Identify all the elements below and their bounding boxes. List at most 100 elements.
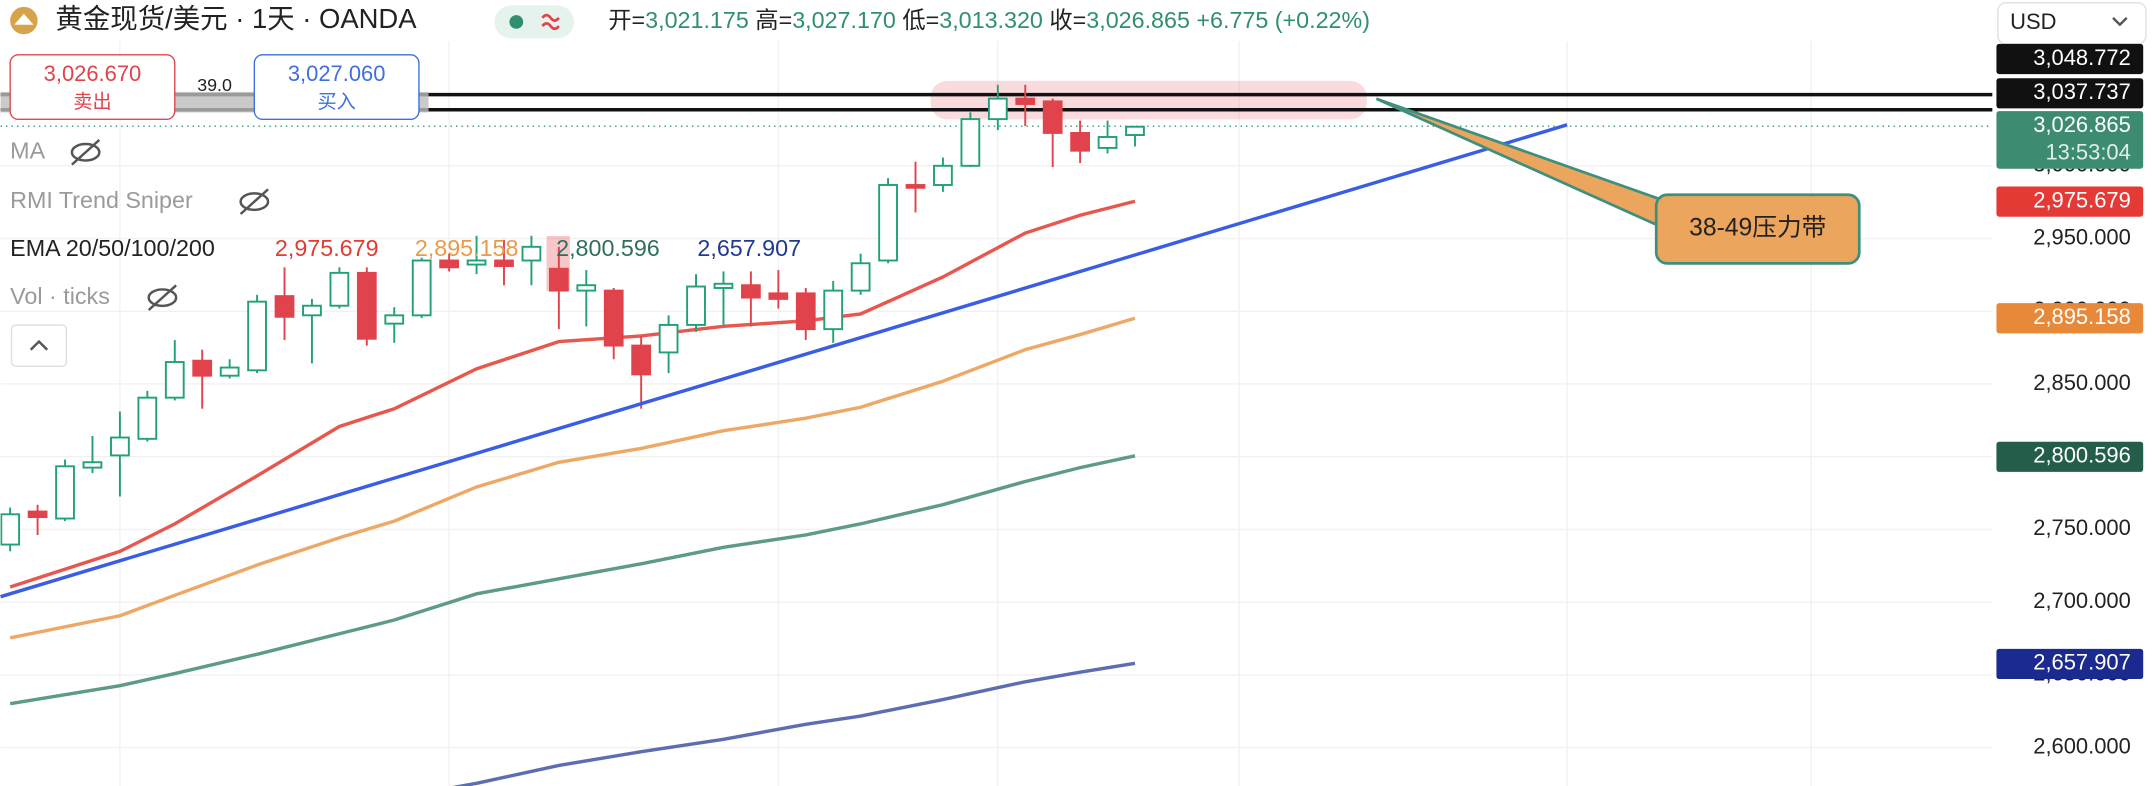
y-tick-label: 2,850.000 <box>2033 370 2131 395</box>
candle-body <box>384 314 405 325</box>
status-icon <box>541 13 560 31</box>
buy-price: 3,027.060 <box>288 61 386 86</box>
ema-line <box>9 316 1136 640</box>
spread: 39.0 <box>197 75 232 95</box>
sell-label: 卖出 <box>73 91 111 113</box>
candle-body <box>603 289 624 347</box>
status-pill[interactable] <box>494 5 574 39</box>
candle-body <box>247 300 267 372</box>
candle-body <box>686 285 706 326</box>
symbol-title[interactable]: 黄金现货/美元 · 1天 · OANDA <box>55 3 417 34</box>
symbol-icon-mark <box>14 13 34 25</box>
sell-price: 3,026.670 <box>44 61 142 86</box>
candle-body <box>548 267 569 292</box>
y-tick-label: 2,600.000 <box>2033 733 2131 758</box>
price-badge <box>1996 43 2144 75</box>
eye-off-icon[interactable] <box>239 188 270 215</box>
callout <box>1654 193 1861 265</box>
price-badge-label: 2,895.158 <box>2033 304 2131 329</box>
candle-body <box>1097 136 1118 149</box>
caret <box>29 339 49 351</box>
candle-body <box>905 184 926 189</box>
price-badge <box>1996 186 2144 217</box>
candle-body <box>55 465 75 520</box>
candle-body <box>411 259 432 317</box>
ohlc-value: 3,013.320 <box>939 7 1043 33</box>
indicator-vol[interactable]: Vol · ticks <box>10 283 110 309</box>
eye-off-icon[interactable] <box>70 138 101 166</box>
price-badge-label: 3,037.737 <box>2033 79 2131 104</box>
candle-body <box>82 461 103 469</box>
price-badge-label: 3,026.865 <box>2033 112 2131 137</box>
sell-button[interactable] <box>9 54 176 121</box>
candle-body <box>576 284 597 292</box>
candle-body <box>823 289 844 331</box>
price-badge <box>1996 111 2144 169</box>
candle-body <box>631 344 652 376</box>
ohlc-value: 3,027.170 <box>792 7 896 33</box>
callout-text: 38-49压力带 <box>1689 214 1826 242</box>
candle-body <box>987 97 1008 121</box>
plot <box>0 84 1145 786</box>
ohlc: 开=3,021.175 高=3,027.170 低=3,013.320 收=3,… <box>608 7 1370 33</box>
candle-body <box>329 271 350 307</box>
ohlc-label: 开= <box>608 7 645 33</box>
candle-body <box>521 245 542 262</box>
ohlc-value: 3,021.175 <box>645 7 749 33</box>
candle-body <box>356 271 377 340</box>
candle-body <box>192 359 213 377</box>
ema-value: 2,975.679 <box>275 235 379 261</box>
candle-body <box>27 510 48 519</box>
candle-body <box>0 513 21 546</box>
price-badge <box>1996 441 2144 472</box>
candle-body <box>219 366 240 377</box>
candle-body <box>137 396 158 440</box>
trend-line <box>0 123 1568 599</box>
candle-body <box>741 284 761 299</box>
candle-body <box>466 259 487 266</box>
change: +6.775 (+0.22%) <box>1196 7 1370 33</box>
y-tick-label: 2,700.000 <box>2033 588 2131 613</box>
buy-button[interactable] <box>253 54 420 121</box>
candle-body <box>768 292 789 300</box>
currency-select[interactable] <box>1997 2 2147 45</box>
y-tick-label: 2,950.000 <box>2033 224 2131 249</box>
ema-line <box>9 454 1136 706</box>
candle-body <box>494 259 514 267</box>
collapse-button[interactable] <box>10 324 68 367</box>
candle-body <box>302 304 322 317</box>
candle-body <box>960 118 981 167</box>
price-badge <box>1996 648 2144 680</box>
price-badge-label: 3,048.772 <box>2033 45 2131 70</box>
candle-body <box>713 282 734 289</box>
candle-body <box>933 164 953 186</box>
ema-line <box>9 199 1136 589</box>
price-badge <box>1996 303 2144 334</box>
candle-body <box>1042 100 1063 134</box>
candle-body <box>274 295 295 318</box>
ema-value: 2,800.596 <box>556 235 660 261</box>
candle-body <box>1125 125 1145 136</box>
indicator-ema[interactable]: EMA 20/50/100/200 <box>10 235 215 261</box>
candle-body <box>850 262 871 292</box>
ohlc-label: 低= <box>902 7 939 33</box>
indicator-rmi[interactable]: RMI Trend Sniper <box>10 187 193 213</box>
y-tick-label: 2,750.000 <box>2033 515 2131 540</box>
ema-line <box>452 661 1136 786</box>
candle-body <box>439 259 459 269</box>
price-badge-label: 2,657.907 <box>2033 650 2131 675</box>
candle-body <box>164 361 185 399</box>
candle-body <box>1015 97 1036 105</box>
ema-value: 2,895.158 <box>415 235 519 261</box>
callout-pointer <box>1375 97 1665 230</box>
ohlc-value: 3,026.865 <box>1086 7 1190 33</box>
price-badge <box>1996 78 2144 109</box>
price-badge-label: 2,800.596 <box>2033 443 2131 468</box>
indicator-ma[interactable]: MA <box>10 137 45 163</box>
eye-off-icon[interactable] <box>147 284 178 311</box>
price-badge-label: 2,975.679 <box>2033 187 2131 212</box>
price-badge-label: 13:53:04 <box>2045 139 2130 164</box>
candle-body <box>110 436 130 457</box>
